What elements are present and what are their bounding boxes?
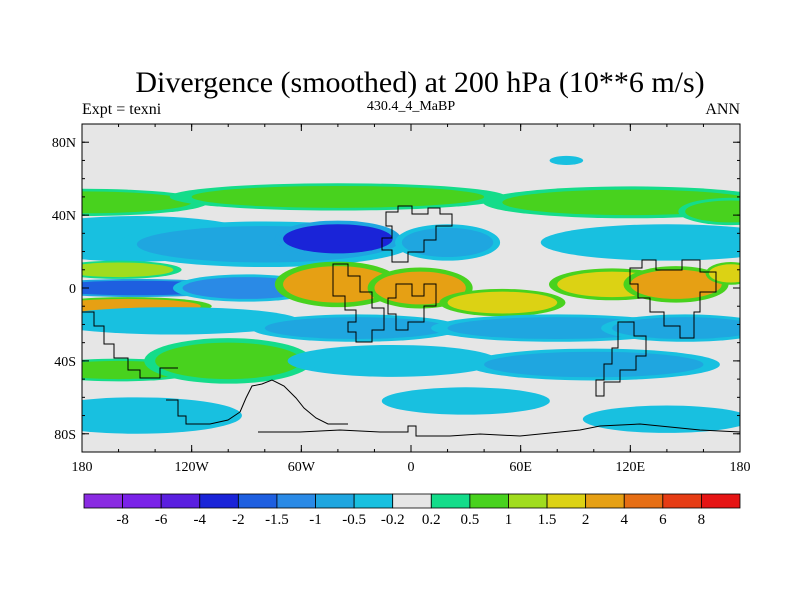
colorbar-label: -1.5 — [265, 512, 289, 528]
field-blob — [264, 317, 448, 340]
field-blob — [82, 400, 229, 431]
field-blob — [82, 309, 284, 332]
colorbar-swatch — [83, 493, 123, 509]
x-tick-label: 0 — [408, 460, 415, 475]
field-blob — [392, 390, 539, 412]
colorbar-swatch — [122, 493, 162, 509]
coastline-south-america — [166, 379, 348, 425]
colorbar-swatch — [662, 493, 702, 509]
colorbar-swatch — [430, 493, 471, 509]
field-blob — [630, 269, 722, 299]
colorbar-label: 0.5 — [461, 512, 480, 528]
coastline-west — [82, 311, 178, 379]
colorbar-label: -1 — [309, 512, 322, 528]
x-tick-label: 120W — [175, 460, 210, 475]
colorbar-swatch — [276, 493, 316, 509]
field-blob — [447, 291, 558, 314]
plot-area — [81, 123, 741, 453]
colorbar-swatch — [315, 493, 355, 509]
left-subtitle: Expt = texni — [82, 101, 162, 118]
field-blob — [401, 227, 494, 258]
field-blob — [484, 351, 704, 378]
y-tick-label: 80S — [54, 428, 76, 443]
field-blob — [708, 264, 740, 283]
x-tick-label: 180 — [72, 460, 93, 475]
colorbar-swatch — [160, 493, 201, 509]
field-blob — [551, 156, 581, 165]
field-blob — [191, 185, 485, 208]
field-blob — [685, 200, 740, 223]
colorbar-label: -0.2 — [381, 512, 405, 528]
field-blob — [301, 348, 485, 374]
colorbar: -8 -6 -4 -2 -1.5 -1 -0.5 -0.2 0.2 0.5 1 1.5 2 4 6 8 — [83, 493, 741, 528]
colorbar-label: 2 — [582, 512, 590, 528]
colorbar-label: -6 — [155, 512, 168, 528]
colorbar-swatch — [546, 493, 587, 509]
colorbar-swatch — [469, 493, 509, 509]
colorbar-swatch — [199, 493, 239, 509]
colorbar-label: 0.2 — [422, 512, 441, 528]
x-tick-label: 120E — [616, 460, 646, 475]
field-blob — [82, 191, 192, 214]
colorbar-label: 8 — [698, 512, 706, 528]
y-tick-label: 40S — [54, 355, 76, 370]
x-axis: 180 120W 60W 0 60E 120E 180 — [72, 124, 751, 475]
colorbar-label: -4 — [194, 512, 207, 528]
field-blob — [557, 227, 740, 258]
colorbar-swatch — [237, 493, 278, 509]
chart-title: Divergence (smoothed) at 200 hPa (10**6 … — [135, 66, 704, 99]
field-blob — [612, 317, 740, 340]
colorbar-swatch — [392, 493, 432, 509]
field-blob — [155, 342, 302, 380]
colorbar-label: 1.5 — [538, 512, 557, 528]
center-subtitle: 430.4_4_MaBP — [367, 99, 456, 114]
coastline-asia-east — [629, 259, 717, 339]
colorbar-swatch — [623, 493, 664, 509]
coastline-antarctica — [258, 423, 740, 437]
coastline-africa — [332, 263, 385, 343]
coastline-eurasia — [381, 205, 453, 263]
colorbar-label: -8 — [116, 512, 129, 528]
x-tick-label: 60E — [509, 460, 532, 475]
colorbar-swatch — [585, 493, 625, 509]
field-blob — [283, 266, 393, 303]
coastline-australia — [595, 321, 647, 397]
colorbar-label: 6 — [659, 512, 667, 528]
colorbar-swatch — [508, 493, 548, 509]
field-blob — [283, 224, 393, 254]
colorbar-swatch — [353, 493, 394, 509]
colorbar-label: 1 — [505, 512, 513, 528]
colorbar-label: 4 — [620, 512, 628, 528]
y-tick-label: 40N — [52, 209, 76, 224]
field-blob — [82, 262, 174, 278]
coastline-outlines — [82, 205, 740, 437]
y-axis: 80N 40N 0 40S 80S — [52, 123, 740, 453]
colorbar-label: -2 — [232, 512, 245, 528]
right-subtitle: ANN — [705, 101, 740, 118]
field-blob — [374, 271, 466, 305]
coastline-africa-east — [387, 283, 437, 331]
colorbar-label: -0.5 — [342, 512, 366, 528]
y-tick-label: 0 — [69, 282, 76, 297]
x-tick-label: 60W — [288, 460, 316, 475]
colorbar-swatch — [701, 493, 741, 509]
x-tick-label: 180 — [730, 460, 751, 475]
y-tick-label: 80N — [52, 136, 76, 151]
